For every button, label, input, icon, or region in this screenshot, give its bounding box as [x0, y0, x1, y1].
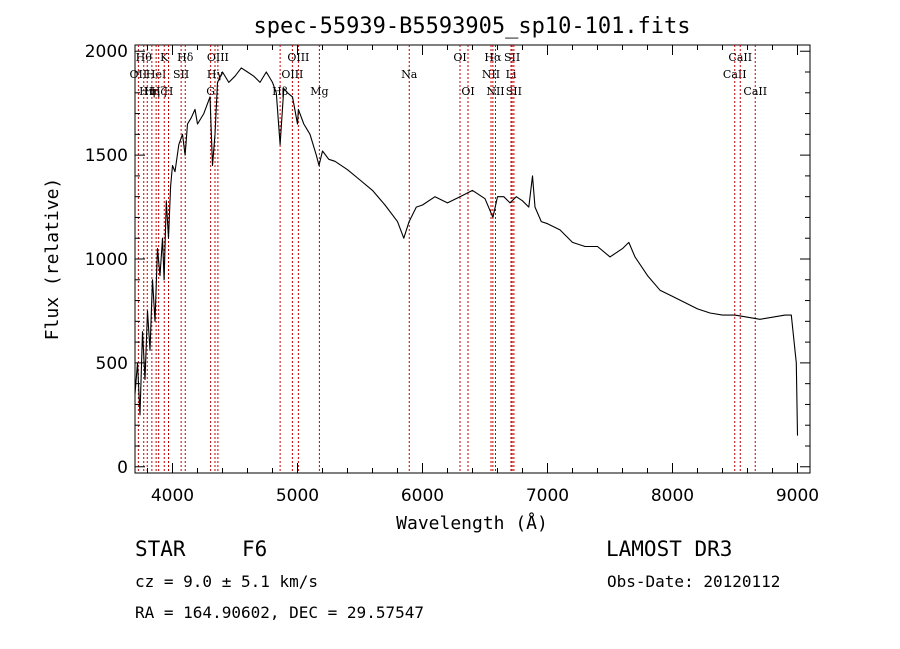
y-tick-label: 1500 [85, 146, 128, 166]
obs-date-label: Obs-Date: 20120112 [607, 572, 781, 591]
plot-frame [134, 44, 811, 474]
line-label: OI [453, 51, 466, 64]
x-tick-label: 4000 [151, 486, 194, 506]
x-tick-label: 8000 [651, 486, 694, 506]
line-label: NII [486, 85, 504, 98]
line-label: Hα [484, 51, 502, 64]
line-label: SII [504, 51, 520, 64]
x-tick-label: 6000 [401, 486, 444, 506]
line-label: H [164, 85, 174, 98]
line-label: Li [506, 68, 517, 81]
line-label: OII [130, 68, 148, 81]
y-axis-label: Flux (relative) [42, 178, 63, 341]
x-tick-label: 7000 [526, 486, 569, 506]
line-label: Hη [139, 85, 155, 98]
y-tick-label: 0 [117, 458, 128, 478]
line-label: Mg [310, 85, 328, 98]
x-tick-label: 5000 [276, 486, 319, 506]
line-label: NII [482, 68, 500, 81]
x-tick-label: 9000 [776, 486, 819, 506]
spectrum-series [134, 67, 799, 436]
line-label: Na [401, 68, 418, 81]
y-tick-label: 2000 [85, 42, 128, 62]
x-axis-label: Wavelength (Å) [396, 512, 548, 534]
line-label: OI [461, 85, 474, 98]
chart-title: spec-55939-B5593905_sp10-101.fits [253, 14, 690, 39]
line-label: OIII [287, 51, 309, 64]
line-label: G [206, 85, 215, 98]
y-tick-label: 1000 [85, 250, 128, 270]
line-label: Hθ [136, 51, 153, 64]
line-label: OIII [281, 68, 303, 81]
line-label: CaII [743, 85, 767, 98]
survey-label: LAMOST DR3 [606, 537, 733, 561]
class-label: STAR [135, 537, 186, 561]
line-label: OIII [207, 51, 229, 64]
line-label: HeI [146, 68, 166, 81]
line-label: CaII [728, 51, 752, 64]
spectrum-line [134, 67, 799, 436]
line-label: Hδ [177, 51, 194, 64]
redshift-label: cz = 9.0 ± 5.1 km/s [135, 572, 319, 591]
y-tick-label: 500 [96, 354, 128, 374]
subclass-label: F6 [242, 537, 268, 561]
line-label: K [160, 51, 169, 64]
axis-ticks: 4000 5000 6000 7000 8000 9000 0 500 1000 1500 2000 [85, 42, 819, 506]
line-label: CaII [723, 68, 747, 81]
line-label: SII [173, 68, 189, 81]
line-label: SII [506, 85, 522, 98]
ra-dec-label: RA = 164.90602, DEC = 29.57547 [135, 603, 424, 622]
line-label: Hζ [151, 85, 167, 98]
